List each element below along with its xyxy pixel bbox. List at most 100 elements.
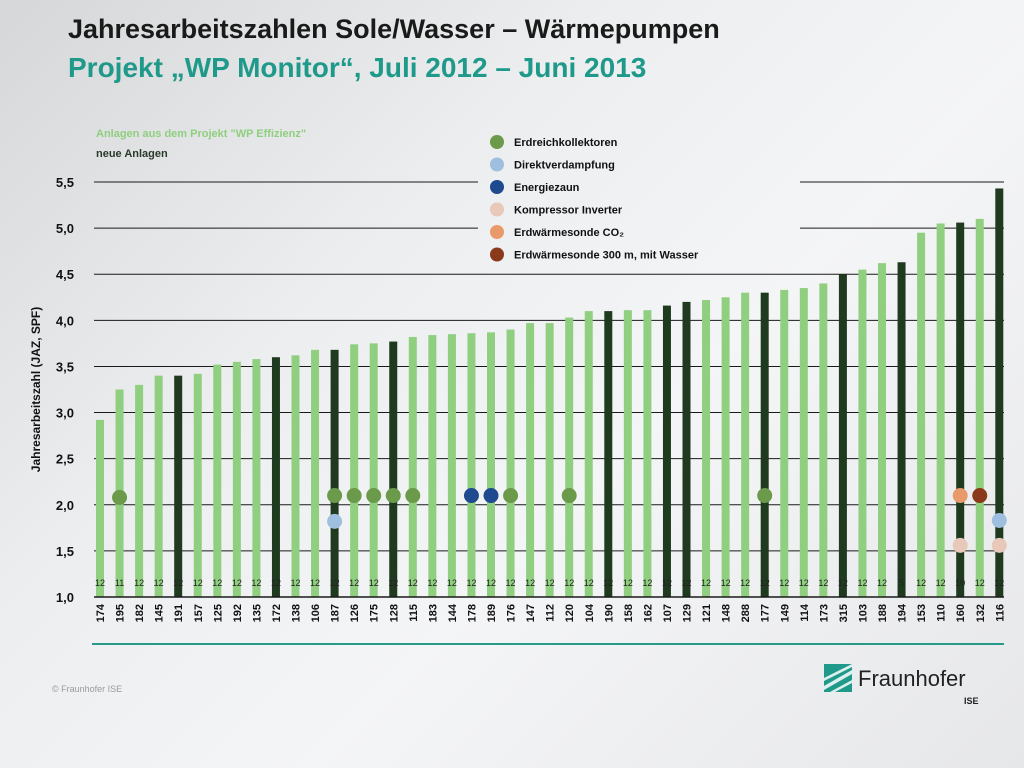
legend-series-effizienz: Anlagen aus dem Projekt "WP Effizienz" — [96, 128, 306, 140]
x-tick-label: 153 — [916, 604, 928, 622]
marker-point — [561, 488, 577, 504]
marker-point — [112, 489, 128, 505]
marker-point — [405, 488, 421, 504]
legend-marker-label: Kompressor Inverter — [514, 205, 623, 217]
bar — [232, 361, 241, 597]
bar — [662, 305, 671, 597]
y-tick-label: 2,5 — [56, 452, 74, 467]
x-tick-label: 158 — [623, 604, 635, 622]
marker-point — [503, 488, 519, 504]
y-axis-label: Jahresarbeitszahl (JAZ, SPF) — [29, 307, 43, 472]
bar — [702, 300, 711, 597]
x-tick-label: 120 — [564, 604, 576, 622]
month-count-label: 12 — [936, 578, 946, 588]
x-tick-label: 103 — [857, 604, 869, 622]
month-count-label: 12 — [193, 578, 203, 588]
bar — [995, 188, 1004, 597]
month-count-label: 12 — [447, 578, 457, 588]
copyright-notice: © Fraunhofer ISE — [52, 684, 123, 694]
month-count-label: 12 — [760, 578, 770, 588]
x-tick-label: 178 — [466, 604, 478, 622]
x-tick-label: 126 — [349, 604, 361, 622]
x-tick-label: 288 — [740, 604, 752, 622]
bar — [584, 311, 593, 597]
month-count-label: 12 — [857, 578, 867, 588]
x-tick-label: 187 — [330, 604, 342, 622]
bar — [741, 292, 750, 597]
month-count-label: 12 — [623, 578, 633, 588]
bar — [897, 262, 906, 597]
month-count-label: 12 — [506, 578, 516, 588]
bar — [936, 223, 945, 597]
bar — [467, 333, 476, 597]
legend-marker-label: Erdwärmesonde CO₂ — [514, 227, 624, 239]
legend-marker-dot — [490, 247, 504, 262]
month-count-label: 12 — [134, 578, 144, 588]
month-count-label: 12 — [408, 578, 418, 588]
x-tick-label: 144 — [447, 603, 459, 622]
slide-title: Jahresarbeitszahlen Sole/Wasser – Wärmep… — [68, 14, 720, 44]
month-count-label: 5 — [899, 578, 904, 588]
x-tick-label: 190 — [603, 604, 615, 622]
y-tick-label: 5,0 — [56, 221, 74, 236]
bar — [780, 289, 789, 597]
marker-point — [952, 537, 968, 553]
marker-point — [327, 488, 343, 504]
month-count-label: 12 — [701, 578, 711, 588]
bar — [721, 297, 730, 597]
x-tick-label: 112 — [545, 604, 557, 622]
marker-point — [952, 488, 968, 504]
month-count-label: 12 — [173, 578, 183, 588]
month-count-label: 12 — [154, 578, 164, 588]
marker-point — [366, 488, 382, 504]
month-count-label: 12 — [466, 578, 476, 588]
slide-subtitle: Projekt „WP Monitor“, Juli 2012 – Juni 2… — [68, 52, 647, 83]
x-tick-label: 182 — [134, 604, 146, 622]
bar — [447, 334, 456, 597]
legend-marker-label: Energiezaun — [514, 182, 580, 194]
bar — [819, 283, 828, 597]
y-tick-label: 2,0 — [56, 498, 74, 513]
month-count-label: 12 — [740, 578, 750, 588]
bar — [291, 355, 300, 597]
legend-marker-dot — [490, 202, 504, 217]
y-tick-label: 1,0 — [56, 590, 74, 605]
logo-subtext: ISE — [964, 696, 979, 706]
month-count-label: 12 — [603, 578, 613, 588]
x-tick-label: 172 — [271, 604, 283, 622]
marker-point — [483, 488, 499, 504]
legend-marker-label: Erdwärmesonde 300 m, mit Wasser — [514, 250, 699, 262]
bar — [135, 384, 144, 597]
x-tick-label: 107 — [662, 604, 674, 622]
bar — [350, 344, 359, 597]
month-count-label: 12 — [545, 578, 555, 588]
x-tick-label: 116 — [994, 604, 1006, 622]
fraunhofer-logo: Fraunhofer ISE — [824, 662, 994, 712]
x-tick-label: 145 — [154, 604, 166, 622]
month-count-label: 12 — [330, 578, 340, 588]
month-count-label: 12 — [369, 578, 379, 588]
month-count-label: 12 — [779, 578, 789, 588]
bar — [369, 343, 378, 597]
month-count-label: 12 — [232, 578, 242, 588]
x-tick-label: 160 — [955, 604, 967, 622]
month-count-label: 12 — [388, 578, 398, 588]
x-tick-label: 138 — [291, 604, 303, 622]
marker-point — [463, 488, 479, 504]
bar — [565, 317, 574, 597]
x-tick-label: 147 — [525, 604, 537, 622]
month-count-label: 12 — [877, 578, 887, 588]
bar — [252, 359, 261, 597]
bar — [193, 373, 202, 597]
logo-text: Fraunhofer — [858, 666, 966, 691]
x-tick-label: 135 — [251, 604, 263, 622]
marker-point — [991, 537, 1007, 553]
month-count-label: 12 — [525, 578, 535, 588]
bar — [311, 349, 320, 597]
x-tick-label: 110 — [936, 604, 948, 622]
legend-marker-dot — [490, 225, 504, 239]
month-count-label: 12 — [564, 578, 574, 588]
x-tick-label: 157 — [193, 604, 205, 622]
month-count-label: 12 — [95, 578, 105, 588]
legend-marker-dot — [490, 135, 504, 149]
